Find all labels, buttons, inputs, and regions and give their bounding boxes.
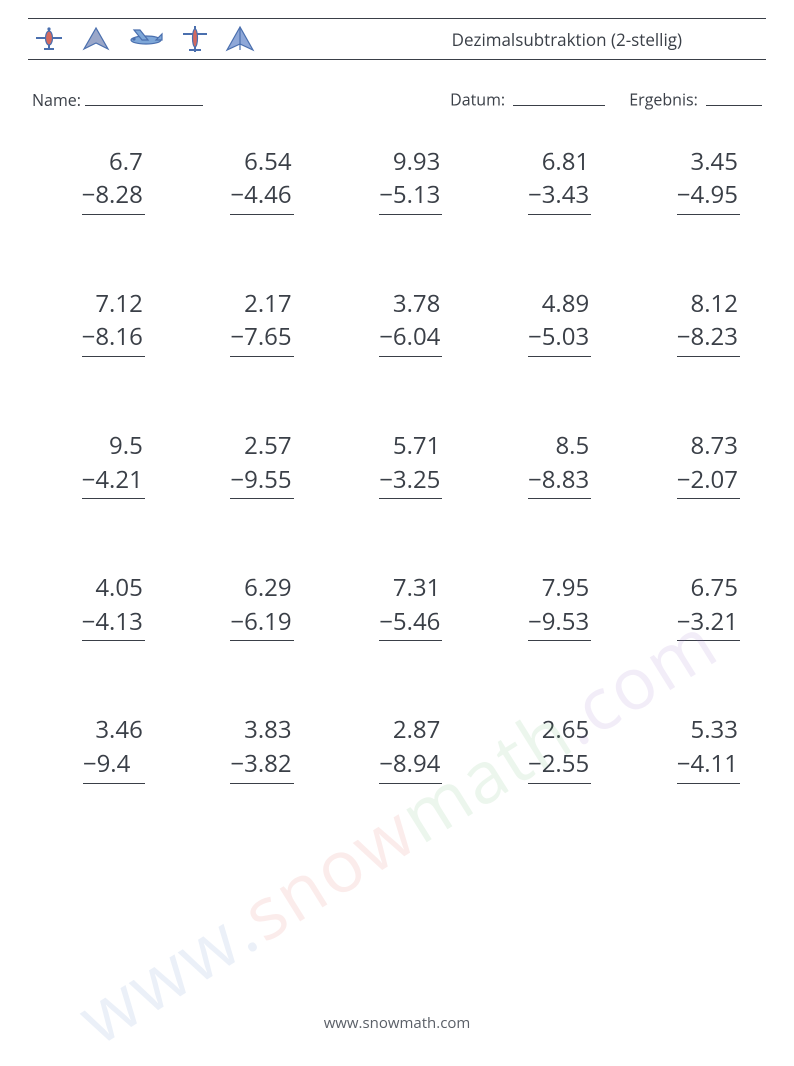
subtrahend: −6.04	[379, 320, 442, 357]
problem-cell: 2.57−9.55	[183, 429, 314, 499]
subtrahend: −4.11	[677, 747, 740, 784]
minuend: 8.73	[691, 429, 740, 463]
minuend: 8.12	[691, 287, 740, 321]
problem-cell: 5.71−3.25	[332, 429, 463, 499]
problem-cell: 9.93−5.13	[332, 145, 463, 215]
subtrahend: −2.07	[677, 463, 740, 500]
problems-grid: 6.7−8.286.54−4.469.93−5.136.81−3.433.45−…	[28, 145, 766, 784]
minuend: 6.29	[244, 571, 293, 605]
subtrahend: −8.28	[82, 178, 145, 215]
problem-cell: 6.29−6.19	[183, 571, 314, 641]
subtrahend: −5.03	[528, 320, 591, 357]
minuend: 2.57	[244, 429, 293, 463]
problem-cell: 6.7−8.28	[34, 145, 165, 215]
result-label: Ergebnis:	[629, 89, 698, 111]
subtrahend: −5.13	[379, 178, 442, 215]
problem-cell: 2.65−2.55	[480, 713, 611, 783]
minuend: 6.75	[691, 571, 740, 605]
problem-cell: 6.54−4.46	[183, 145, 314, 215]
name-field: Name:	[32, 88, 203, 111]
problem-cell: 3.45−4.95	[629, 145, 760, 215]
subtrahend: −5.46	[379, 605, 442, 642]
plane-icon	[224, 24, 256, 54]
date-label: Datum:	[450, 89, 505, 111]
problem-cell: 8.73−2.07	[629, 429, 760, 499]
minuend: 9.5	[109, 429, 145, 463]
minuend: 3.46	[95, 713, 144, 747]
footer-text: www.snowmath.com	[0, 1013, 794, 1033]
problem-cell: 8.5−8.83	[480, 429, 611, 499]
minuend: 7.95	[542, 571, 591, 605]
result-field: Ergebnis:	[629, 88, 762, 111]
plane-icon	[126, 26, 166, 52]
minuend: 3.45	[691, 145, 740, 179]
problem-cell: 7.12−8.16	[34, 287, 165, 357]
subtrahend: −8.23	[677, 320, 740, 357]
problem-cell: 3.78−6.04	[332, 287, 463, 357]
minuend: 3.78	[393, 287, 442, 321]
subtrahend: −6.19	[230, 605, 293, 642]
problem-cell: 7.31−5.46	[332, 571, 463, 641]
date-blank	[513, 88, 605, 106]
subtrahend: −8.83	[528, 463, 591, 500]
problem-cell: 5.33−4.11	[629, 713, 760, 783]
minuend: 7.31	[393, 571, 442, 605]
problem-cell: 3.46−9.4	[34, 713, 165, 783]
name-blank	[85, 88, 203, 106]
plane-icon	[180, 24, 210, 54]
minuend: 6.81	[542, 145, 591, 179]
minuend: 5.71	[393, 429, 442, 463]
subtrahend: −9.4	[83, 747, 145, 784]
subtrahend: −4.95	[677, 178, 740, 215]
date-field: Datum:	[450, 88, 605, 111]
subtrahend: −3.43	[528, 178, 591, 215]
problem-cell: 2.87−8.94	[332, 713, 463, 783]
problem-cell: 4.89−5.03	[480, 287, 611, 357]
subtrahend: −4.21	[82, 463, 145, 500]
minuend: 4.05	[95, 571, 144, 605]
meta-row: Name: Datum: Ergebnis:	[28, 88, 766, 111]
minuend: 2.65	[542, 713, 591, 747]
subtrahend: −3.25	[379, 463, 442, 500]
problem-cell: 6.75−3.21	[629, 571, 760, 641]
minuend: 4.89	[542, 287, 591, 321]
subtrahend: −3.21	[677, 605, 740, 642]
worksheet-page: Dezimalsubtraktion (2-stellig) Name: Dat…	[0, 0, 794, 784]
subtrahend: −2.55	[528, 747, 591, 784]
problem-cell: 7.95−9.53	[480, 571, 611, 641]
minuend: 6.54	[244, 145, 293, 179]
minuend: 6.7	[109, 145, 145, 179]
result-blank	[706, 88, 762, 106]
subtrahend: −9.55	[230, 463, 293, 500]
subtrahend: −7.65	[230, 320, 293, 357]
minuend: 3.83	[244, 713, 293, 747]
problem-cell: 2.17−7.65	[183, 287, 314, 357]
header-icons	[32, 24, 256, 54]
minuend: 2.87	[393, 713, 442, 747]
minuend: 8.5	[555, 429, 591, 463]
plane-icon	[32, 25, 66, 53]
minuend: 2.17	[244, 287, 293, 321]
minuend: 9.93	[393, 145, 442, 179]
subtrahend: −3.82	[230, 747, 293, 784]
header-bar: Dezimalsubtraktion (2-stellig)	[28, 18, 766, 60]
problem-cell: 3.83−3.82	[183, 713, 314, 783]
subtrahend: −4.46	[230, 178, 293, 215]
subtrahend: −9.53	[528, 605, 591, 642]
problem-cell: 6.81−3.43	[480, 145, 611, 215]
worksheet-title: Dezimalsubtraktion (2-stellig)	[452, 28, 762, 51]
subtrahend: −8.16	[82, 320, 145, 357]
minuend: 7.12	[95, 287, 144, 321]
problem-cell: 9.5−4.21	[34, 429, 165, 499]
name-label: Name:	[32, 89, 81, 111]
plane-icon	[80, 25, 112, 53]
subtrahend: −4.13	[82, 605, 145, 642]
problem-cell: 4.05−4.13	[34, 571, 165, 641]
minuend: 5.33	[691, 713, 740, 747]
subtrahend: −8.94	[379, 747, 442, 784]
problem-cell: 8.12−8.23	[629, 287, 760, 357]
